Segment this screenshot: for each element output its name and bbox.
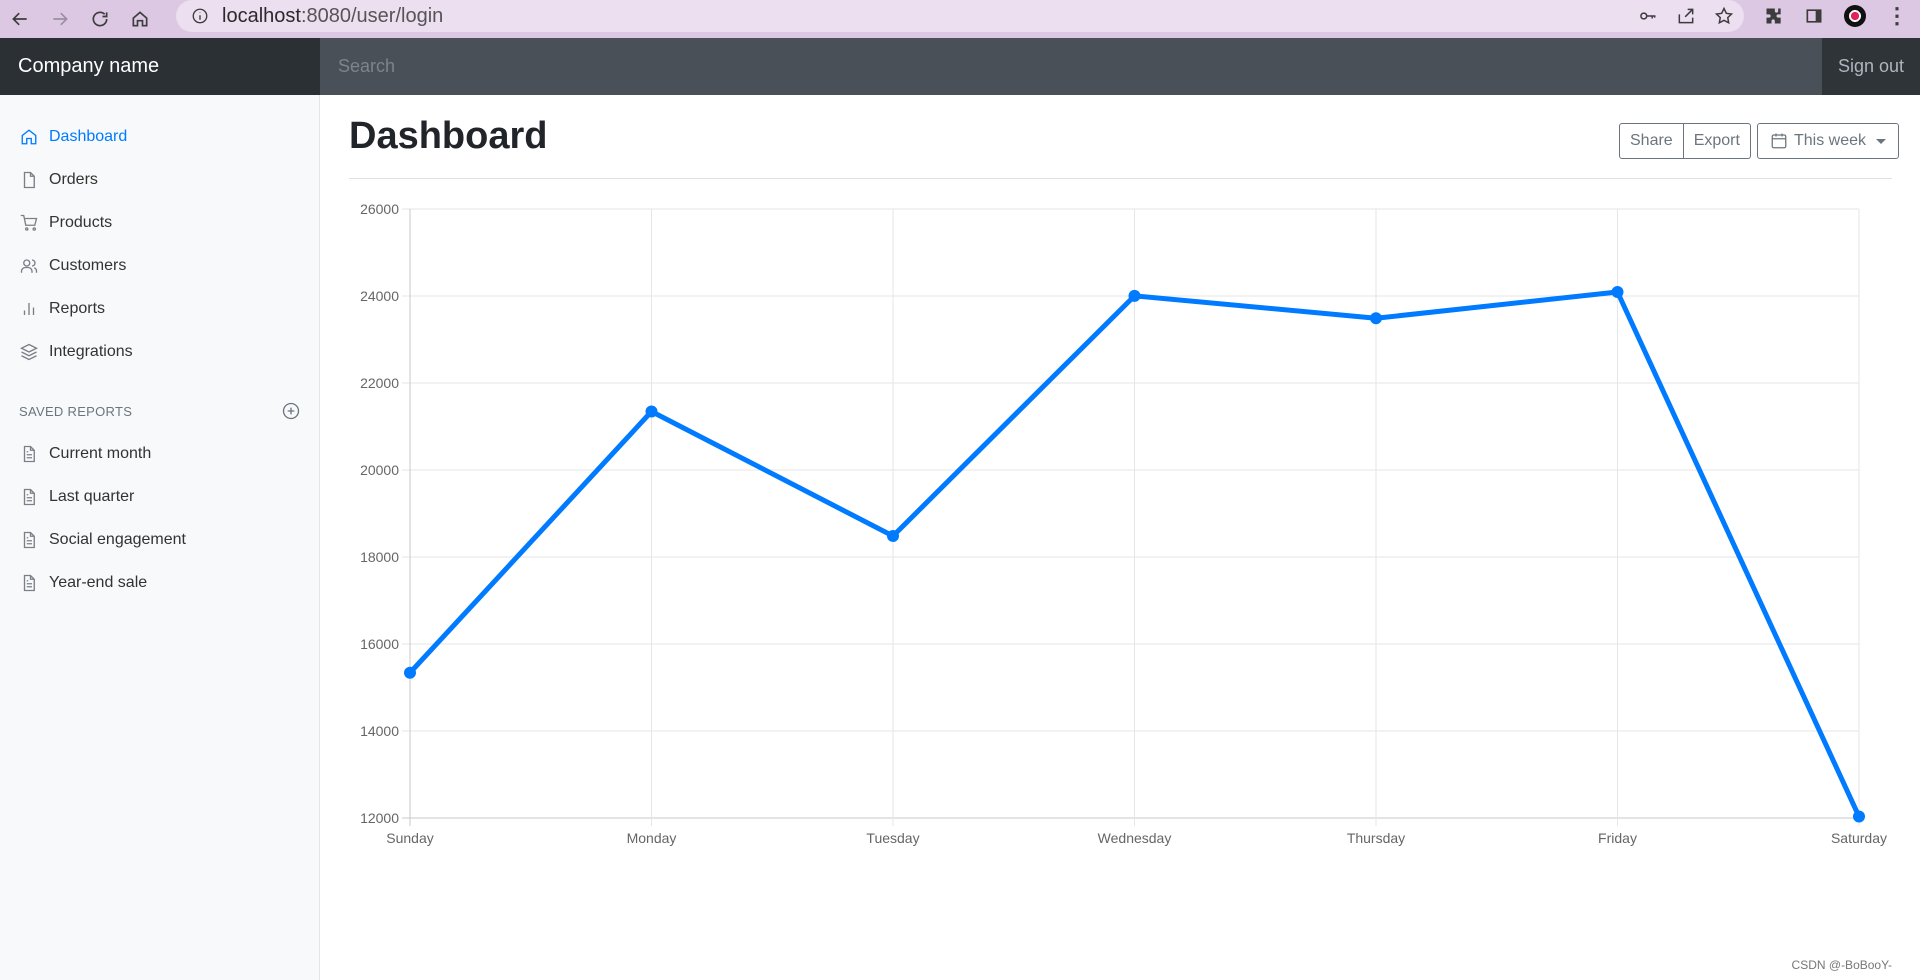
search-input[interactable] xyxy=(320,38,1822,95)
saved-reports-title: SAVED REPORTS xyxy=(19,403,133,419)
saved-reports-list: Current month Last quarter Social engage… xyxy=(0,426,319,604)
file-text-icon xyxy=(20,531,38,549)
sidebar-item-orders[interactable]: Orders xyxy=(0,158,319,201)
sidebar-item-integrations[interactable]: Integrations xyxy=(0,330,319,373)
star-icon[interactable] xyxy=(1714,6,1734,26)
shopping-cart-icon xyxy=(20,214,38,232)
saved-report-social-engagement[interactable]: Social engagement xyxy=(0,518,319,561)
sidebar-item-label: Customers xyxy=(49,256,127,274)
watermark: CSDN @-BoBooY- xyxy=(1791,958,1892,972)
share-page-icon[interactable] xyxy=(1676,6,1696,26)
site-info-icon[interactable] xyxy=(186,7,214,25)
saved-report-current-month[interactable]: Current month xyxy=(0,432,319,475)
x-tick-label: Tuesday xyxy=(866,830,919,846)
file-text-icon xyxy=(20,445,38,463)
saved-report-year-end-sale[interactable]: Year-end sale xyxy=(0,561,319,604)
y-tick-label: 16000 xyxy=(360,636,399,652)
puzzle-icon[interactable] xyxy=(1764,6,1784,26)
y-tick-label: 22000 xyxy=(360,375,399,391)
sidebar-item-label: Dashboard xyxy=(49,127,128,145)
sidebar-item-reports[interactable]: Reports xyxy=(0,287,319,330)
file-text-icon xyxy=(20,574,38,592)
saved-report-label: Current month xyxy=(49,444,152,462)
calendar-icon xyxy=(1771,133,1787,149)
home-button-icon[interactable] xyxy=(120,0,160,38)
y-tick-label: 18000 xyxy=(360,549,399,565)
data-point xyxy=(1128,289,1141,302)
date-range-label: This week xyxy=(1794,132,1867,149)
x-tick-label: Saturday xyxy=(1831,830,1887,846)
date-range-dropdown[interactable]: This week xyxy=(1757,123,1900,159)
header-divider xyxy=(349,178,1892,179)
x-tick-label: Thursday xyxy=(1347,830,1405,846)
sign-out-link[interactable]: Sign out xyxy=(1822,38,1920,95)
share-button[interactable]: Share xyxy=(1619,123,1684,159)
sidebar-item-products[interactable]: Products xyxy=(0,201,319,244)
extension-area: ⋮ xyxy=(1764,0,1908,32)
file-text-icon xyxy=(20,488,38,506)
y-tick-label: 26000 xyxy=(360,201,399,217)
users-icon xyxy=(20,257,38,275)
main-content: Dashboard Share Export This week 12000 14… xyxy=(320,95,1920,980)
bar-chart-icon xyxy=(20,300,38,318)
sidebar: Dashboard Orders Products Customers Repo… xyxy=(0,95,320,980)
address-bar[interactable]: localhost:8080/user/login xyxy=(176,0,1744,32)
y-tick-label: 14000 xyxy=(360,723,399,739)
saved-report-label: Year-end sale xyxy=(49,573,148,591)
home-icon xyxy=(20,128,38,146)
profile-avatar[interactable] xyxy=(1844,5,1866,27)
url-text: localhost:8080/user/login xyxy=(222,5,443,28)
layers-icon xyxy=(20,343,38,361)
brand-link[interactable]: Company name xyxy=(0,38,320,95)
export-button[interactable]: Export xyxy=(1683,123,1751,159)
page-title: Dashboard xyxy=(349,115,548,157)
sidebar-item-dashboard[interactable]: Dashboard xyxy=(0,115,319,158)
sidebar-nav: Dashboard Orders Products Customers Repo… xyxy=(0,95,319,373)
url-host: localhost xyxy=(222,4,301,27)
plus-circle-icon[interactable] xyxy=(281,401,301,421)
y-tick-label: 12000 xyxy=(360,810,399,826)
share-export-group: Share Export xyxy=(1619,123,1751,159)
weekly-line-chart: 12000 14000 16000 18000 20000 22000 24000 26000… xyxy=(360,201,1887,846)
x-tick-label: Monday xyxy=(627,830,677,846)
y-tick-label: 24000 xyxy=(360,288,399,304)
data-point xyxy=(1853,810,1865,823)
caret-down-icon xyxy=(1876,138,1887,144)
sidebar-item-label: Orders xyxy=(49,170,98,188)
key-icon[interactable] xyxy=(1638,6,1658,26)
browser-toolbar: localhost:8080/user/login ⋮ xyxy=(0,0,1920,38)
y-tick-label: 20000 xyxy=(360,462,399,478)
top-navbar: Company name Sign out xyxy=(0,38,1920,95)
file-icon xyxy=(20,171,38,189)
sidebar-item-label: Products xyxy=(49,213,113,231)
x-tick-label: Wednesday xyxy=(1098,830,1172,846)
omnibox-actions xyxy=(1638,0,1734,32)
saved-report-last-quarter[interactable]: Last quarter xyxy=(0,475,319,518)
menu-dots-icon[interactable]: ⋮ xyxy=(1886,3,1908,28)
data-point xyxy=(1611,285,1624,298)
data-point xyxy=(887,529,899,542)
data-point xyxy=(1370,312,1382,325)
saved-reports-heading: SAVED REPORTS xyxy=(0,396,319,426)
data-point xyxy=(645,405,658,418)
sidebar-item-customers[interactable]: Customers xyxy=(0,244,319,287)
side-panel-icon[interactable] xyxy=(1804,6,1824,26)
x-tick-label: Friday xyxy=(1598,830,1637,846)
url-path: :8080/user/login xyxy=(300,4,444,27)
saved-report-label: Social engagement xyxy=(49,530,186,548)
back-icon[interactable] xyxy=(0,0,40,38)
data-point xyxy=(404,666,416,679)
reload-icon[interactable] xyxy=(80,0,120,38)
forward-icon[interactable] xyxy=(40,0,80,38)
x-tick-label: Sunday xyxy=(386,830,433,846)
sidebar-item-label: Integrations xyxy=(49,342,133,360)
sidebar-item-label: Reports xyxy=(49,299,106,317)
saved-report-label: Last quarter xyxy=(49,487,135,505)
